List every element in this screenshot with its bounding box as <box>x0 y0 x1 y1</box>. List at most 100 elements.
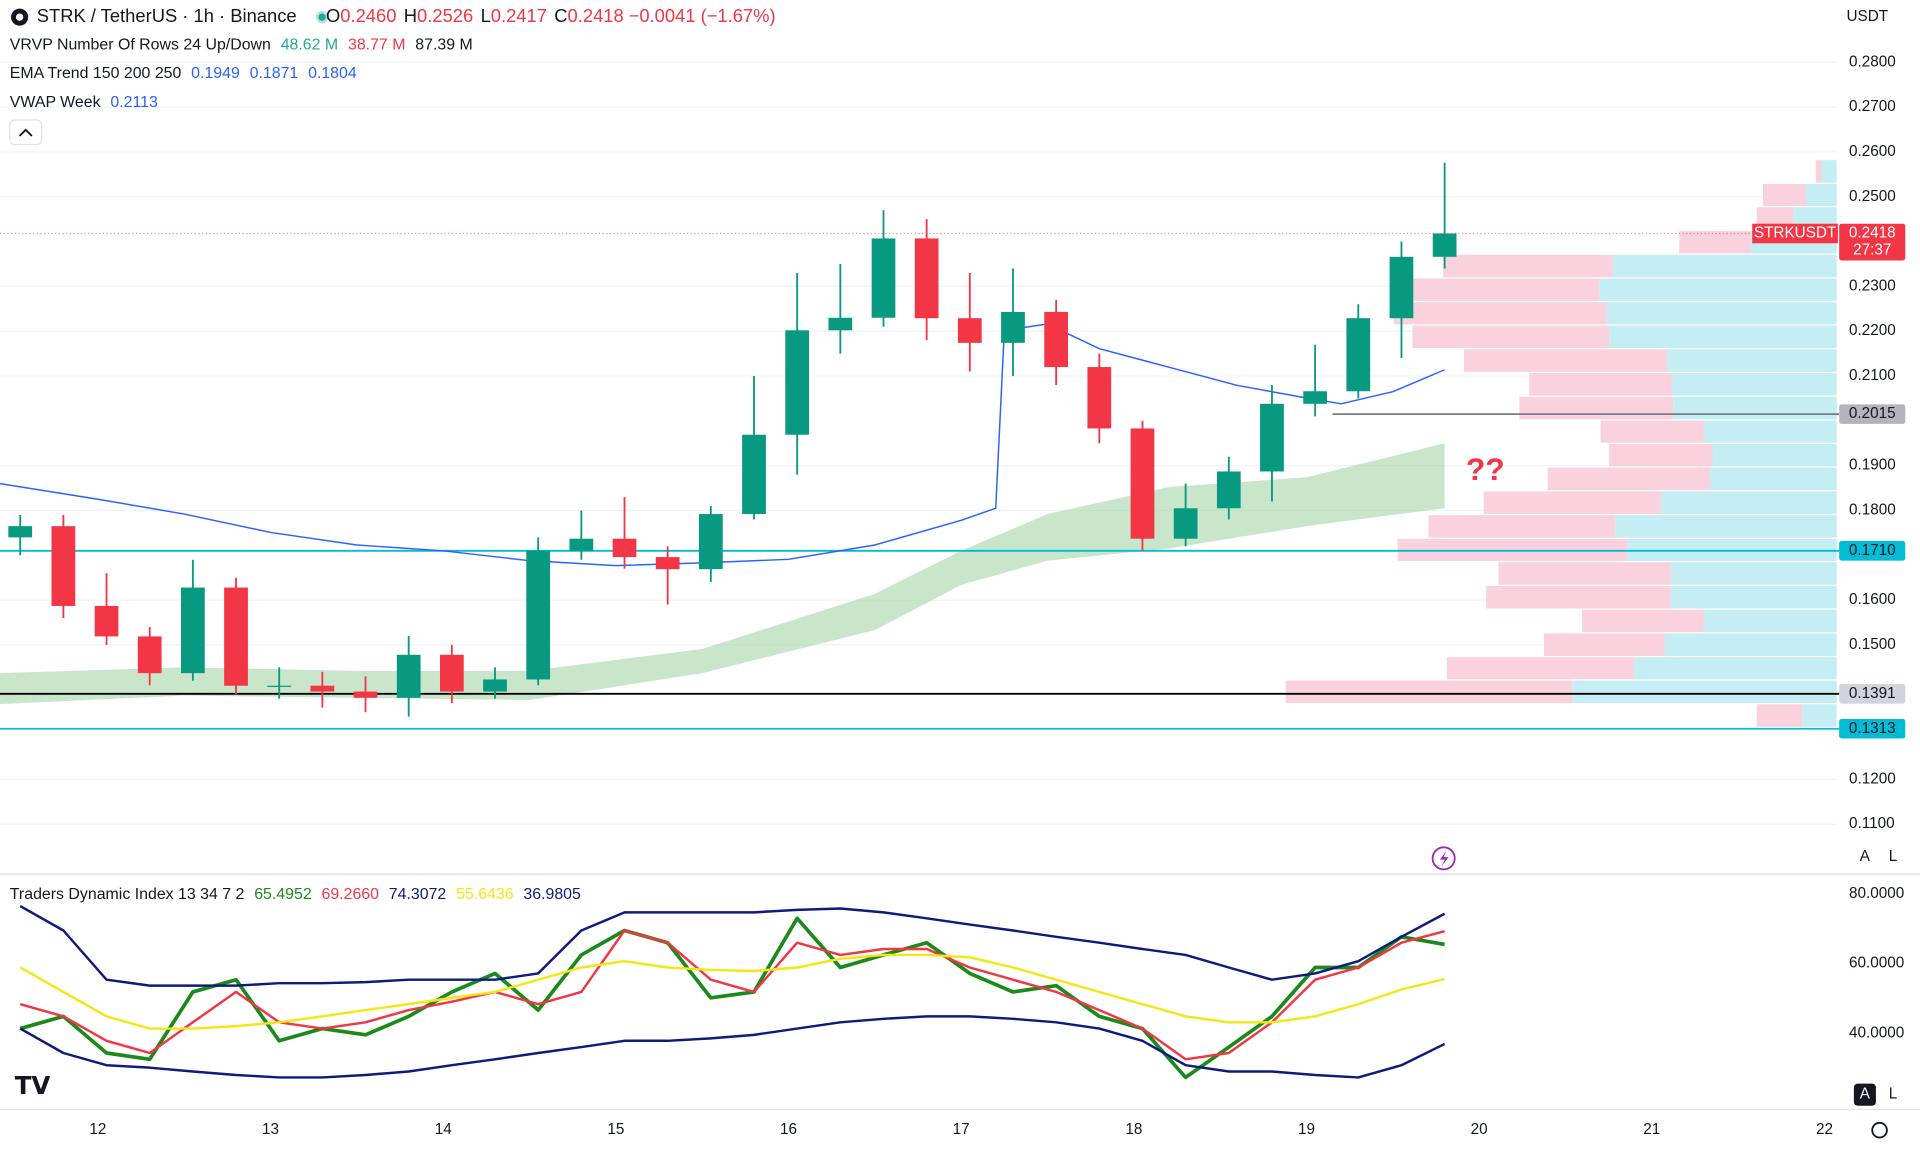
indicator-legend-part: VRVP Number Of Rows 24 Up/Down <box>10 37 271 54</box>
candle-body <box>742 434 766 515</box>
indicator-legend: VWAP Week 0.2113 <box>10 94 158 111</box>
candle-body <box>267 685 292 687</box>
volume-up <box>1633 657 1837 680</box>
header-part: 0.2418 <box>568 5 624 26</box>
scale-log[interactable]: L <box>1889 848 1898 865</box>
indicator-legend-part: 0.1949 <box>191 65 240 82</box>
last-price-symbol: STRKUSDT <box>1754 225 1836 242</box>
tdi-line <box>19 953 1445 1030</box>
y-tick-label: 0.1600 <box>1849 591 1896 608</box>
level-box <box>1839 404 1906 424</box>
volume-up <box>1703 609 1837 633</box>
header-part: STRK / TetherUS · 1h · Binance <box>37 5 297 26</box>
x-tick-label: 15 <box>607 1121 624 1138</box>
volume-down <box>1412 325 1610 349</box>
volume-down <box>1609 443 1713 467</box>
candle-body <box>396 654 421 698</box>
volume-down <box>1443 254 1613 278</box>
market-status-dot <box>318 13 326 21</box>
volume-up <box>1703 420 1837 443</box>
x-tick-label: 13 <box>262 1121 279 1138</box>
volume-up <box>1599 278 1837 302</box>
tv-logo: 𝗧𝗩 <box>15 1073 51 1100</box>
scale-auto[interactable]: A <box>1860 848 1871 865</box>
candle-body <box>8 526 33 538</box>
volume-down <box>1486 585 1671 609</box>
candle-body <box>353 691 378 698</box>
volume-down <box>1600 420 1704 443</box>
level-box <box>1839 683 1906 704</box>
indicator-legend-part: 0.1871 <box>250 65 299 82</box>
settings-icon[interactable] <box>1871 1121 1888 1139</box>
volume-down <box>1428 515 1616 538</box>
candle-body <box>181 587 205 674</box>
volume-up <box>1660 491 1837 514</box>
tdi-legend-part: 65.4952 <box>254 886 312 903</box>
level-label: 0.1313 <box>1849 720 1896 737</box>
volume-up <box>1572 680 1837 704</box>
tdi-legend-part: 74.3072 <box>389 886 447 903</box>
level-label: 0.1710 <box>1849 542 1896 559</box>
candle-body <box>1001 311 1025 343</box>
volume-up <box>1805 183 1837 206</box>
indicator-legend-part: 38.77 M <box>348 37 405 54</box>
tdi-tick-label: 40.0000 <box>1849 1025 1904 1042</box>
x-tick-label: 12 <box>89 1121 106 1138</box>
tdi-legend-part: 36.9805 <box>523 886 581 903</box>
volume-up <box>1710 467 1837 491</box>
volume-up <box>1666 349 1837 372</box>
volume-down <box>1483 491 1661 514</box>
volume-down <box>1285 680 1573 704</box>
volume-up <box>1802 704 1837 727</box>
level-label: 0.2015 <box>1849 405 1896 422</box>
y-tick-label: 0.2300 <box>1849 277 1896 294</box>
scale-auto-box[interactable] <box>1853 1083 1876 1106</box>
alert-icon[interactable] <box>1431 846 1456 871</box>
indicator-legend-part: 0.1804 <box>308 65 357 82</box>
header: STRK / TetherUS · 1h · Binance O0.2460 H0.… <box>37 5 776 26</box>
last-price-box <box>1839 223 1906 261</box>
volume-down <box>1498 562 1671 585</box>
countdown: 27:37 <box>1853 242 1891 259</box>
volume-down <box>1529 373 1672 396</box>
indicator-legend: VRVP Number Of Rows 24 Up/Down 48.62 M 38.… <box>10 37 473 54</box>
volume-up <box>1606 302 1837 325</box>
plot-layer: 0.1100 0.1200 0.1500 0.1600 0.1800 0.1900 0.21… <box>0 53 1896 1080</box>
indicator-legend-part: 0.2113 <box>110 94 158 111</box>
volume-down <box>1464 349 1667 372</box>
x-tick-label: 16 <box>780 1121 797 1138</box>
volume-up <box>1670 585 1837 609</box>
candle-body <box>828 317 853 331</box>
candle-body <box>871 238 896 318</box>
candle-body <box>1260 403 1284 472</box>
currency: USDT <box>1847 8 1889 25</box>
y-tick-label: 0.2500 <box>1849 188 1896 205</box>
collapse-button[interactable] <box>9 119 43 146</box>
y-tick-label: 0.1100 <box>1849 815 1895 832</box>
tdi-tick-label: 80.0000 <box>1849 885 1904 902</box>
x-tick-label: 20 <box>1471 1121 1488 1138</box>
tdi-legend-part: 69.2660 <box>321 886 379 903</box>
last-price-tag <box>1752 223 1838 244</box>
header-part: O <box>326 5 340 26</box>
candle-body <box>439 654 464 692</box>
candle-body <box>1173 508 1198 539</box>
symbol-logo-dot <box>15 13 24 21</box>
volume-down <box>1582 609 1704 633</box>
candle-body <box>569 538 594 551</box>
tdi-tick-label: 60.0000 <box>1849 955 1904 972</box>
volume-up <box>1664 633 1837 656</box>
tdi-line <box>19 929 1445 1061</box>
volume-up <box>1612 254 1837 278</box>
candle-body <box>224 587 248 686</box>
x-tick-label: 22 <box>1816 1121 1833 1138</box>
candle-body <box>1346 318 1371 392</box>
scale-auto[interactable]: A <box>1860 1086 1871 1103</box>
indicator-legend: EMA Trend 150 200 250 0.1949 0.1871 0.1804 <box>10 65 357 82</box>
scale-log[interactable]: L <box>1889 1086 1898 1103</box>
x-tick-label: 19 <box>1298 1121 1315 1138</box>
y-tick-label: 0.2100 <box>1849 367 1896 384</box>
candle-body <box>526 550 551 680</box>
